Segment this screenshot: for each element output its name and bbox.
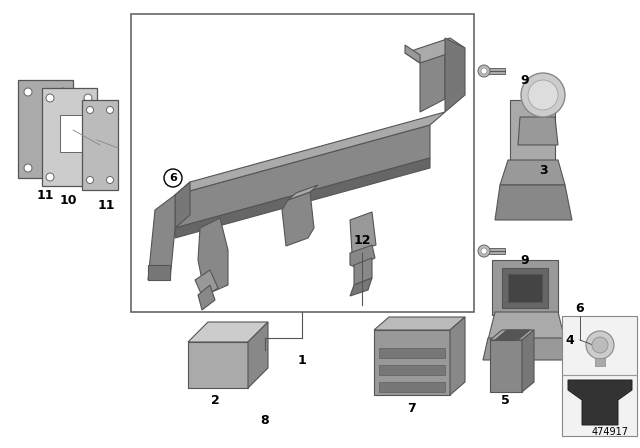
- Polygon shape: [198, 218, 228, 295]
- Circle shape: [586, 331, 614, 359]
- Circle shape: [59, 164, 67, 172]
- Polygon shape: [488, 68, 505, 74]
- Polygon shape: [405, 45, 420, 63]
- Text: 474917: 474917: [591, 427, 628, 437]
- Polygon shape: [500, 160, 565, 185]
- Text: 9: 9: [521, 254, 529, 267]
- Polygon shape: [195, 270, 218, 298]
- Polygon shape: [175, 112, 445, 195]
- Polygon shape: [379, 348, 445, 358]
- Polygon shape: [198, 285, 215, 310]
- Circle shape: [528, 80, 558, 110]
- Polygon shape: [488, 248, 505, 254]
- Circle shape: [24, 164, 32, 172]
- Circle shape: [481, 68, 487, 74]
- Polygon shape: [282, 192, 314, 246]
- Circle shape: [86, 177, 93, 184]
- Polygon shape: [488, 312, 565, 340]
- Circle shape: [106, 107, 113, 113]
- Text: 1: 1: [298, 353, 307, 366]
- Text: 11: 11: [36, 189, 54, 202]
- Polygon shape: [374, 330, 450, 395]
- Circle shape: [24, 88, 32, 96]
- Circle shape: [84, 94, 92, 102]
- Polygon shape: [495, 330, 530, 340]
- Polygon shape: [148, 195, 175, 280]
- Polygon shape: [379, 382, 445, 392]
- Polygon shape: [350, 278, 372, 296]
- Circle shape: [478, 245, 490, 257]
- Circle shape: [164, 169, 182, 187]
- Polygon shape: [490, 340, 522, 392]
- Text: 8: 8: [260, 414, 269, 426]
- Polygon shape: [175, 158, 430, 238]
- Circle shape: [46, 94, 54, 102]
- Polygon shape: [188, 342, 248, 388]
- Polygon shape: [502, 268, 548, 308]
- Text: 6: 6: [169, 173, 177, 183]
- Text: 6: 6: [576, 302, 584, 314]
- Text: 10: 10: [60, 194, 77, 207]
- Circle shape: [478, 65, 490, 77]
- Polygon shape: [568, 380, 632, 425]
- Circle shape: [59, 88, 67, 96]
- Text: 12: 12: [353, 233, 371, 246]
- Polygon shape: [354, 258, 372, 285]
- Circle shape: [106, 177, 113, 184]
- Text: 3: 3: [539, 164, 547, 177]
- Text: 5: 5: [500, 393, 509, 406]
- Text: 11: 11: [97, 198, 115, 211]
- Circle shape: [481, 248, 487, 254]
- Bar: [562, 316, 637, 436]
- Polygon shape: [175, 182, 190, 228]
- Polygon shape: [522, 330, 534, 392]
- Polygon shape: [288, 185, 318, 200]
- Polygon shape: [18, 80, 73, 178]
- Polygon shape: [420, 40, 445, 112]
- Polygon shape: [175, 125, 430, 228]
- Text: 9: 9: [521, 73, 529, 86]
- Polygon shape: [42, 88, 97, 186]
- Text: 2: 2: [211, 393, 220, 406]
- Polygon shape: [60, 115, 82, 152]
- Polygon shape: [248, 322, 268, 388]
- Polygon shape: [508, 274, 542, 302]
- Text: 4: 4: [566, 333, 574, 346]
- Circle shape: [84, 173, 92, 181]
- Polygon shape: [350, 245, 375, 267]
- Polygon shape: [510, 100, 555, 165]
- Polygon shape: [518, 117, 558, 145]
- Polygon shape: [405, 38, 465, 63]
- Polygon shape: [445, 38, 465, 112]
- Polygon shape: [82, 100, 118, 190]
- Circle shape: [86, 107, 93, 113]
- Circle shape: [592, 337, 608, 353]
- Polygon shape: [188, 322, 268, 342]
- Polygon shape: [450, 317, 465, 395]
- Circle shape: [46, 173, 54, 181]
- Circle shape: [521, 73, 565, 117]
- Polygon shape: [495, 185, 572, 220]
- Polygon shape: [490, 330, 534, 340]
- Bar: [131, 14, 474, 312]
- Text: 7: 7: [408, 401, 417, 414]
- Polygon shape: [350, 212, 376, 253]
- Polygon shape: [148, 265, 170, 280]
- Polygon shape: [379, 365, 445, 375]
- Polygon shape: [492, 260, 558, 315]
- Polygon shape: [483, 338, 570, 360]
- Polygon shape: [374, 317, 465, 330]
- Bar: [595, 358, 605, 366]
